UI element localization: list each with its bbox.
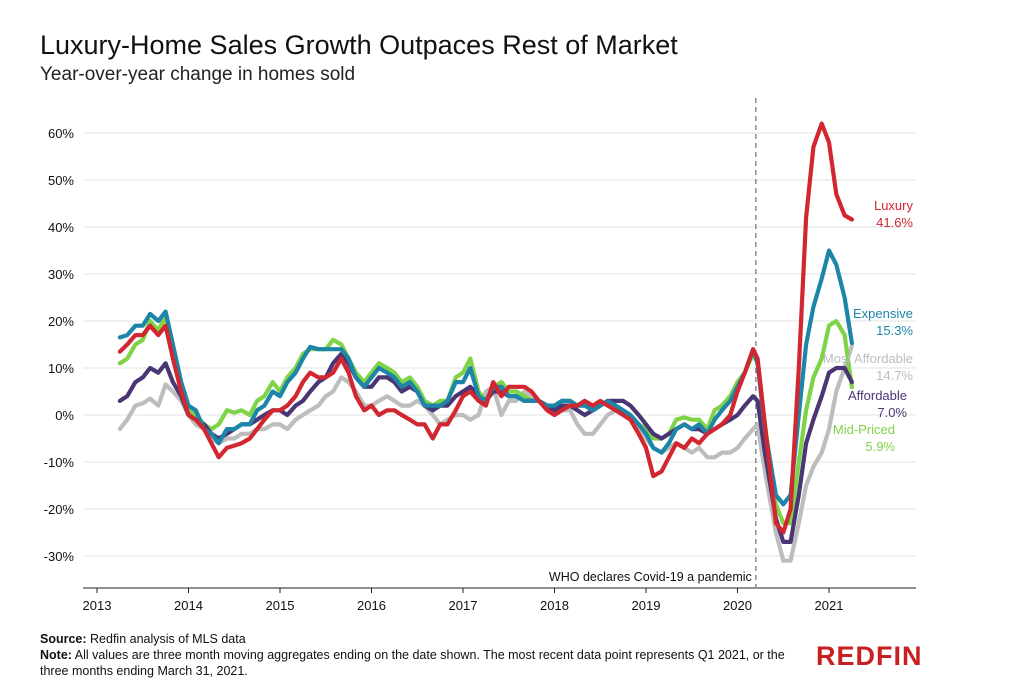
series-line-most-affordable (117, 343, 854, 563)
end-label-mid-priced: Mid-Priced (833, 422, 895, 437)
y-tick-label: 50% (48, 173, 74, 188)
y-tick-label: 40% (48, 220, 74, 235)
pandemic-annotation: WHO declares Covid-19 a pandemic (549, 98, 757, 588)
x-tick-label: 2015 (266, 598, 295, 613)
y-tick-label: -20% (44, 502, 75, 517)
end-label-affordable: Affordable (848, 388, 907, 403)
y-axis: 60% 50% 40% 30% 20% 10% 0% -10% -20% -30% (44, 126, 75, 564)
series-line-mid-priced (117, 314, 854, 526)
x-tick-label: 2013 (83, 598, 112, 613)
x-tick-label: 2014 (174, 598, 203, 613)
series-line-luxury (117, 121, 854, 535)
x-tick-label: 2020 (723, 598, 752, 613)
y-tick-label: 20% (48, 314, 74, 329)
redfin-logo: REDFIN (816, 641, 923, 671)
note-text: All values are three month moving aggreg… (40, 648, 785, 678)
end-labels: Most Affordable 14.7% Mid-Priced 5.9% Afford… (823, 198, 914, 454)
end-value-mid-priced: 5.9% (865, 439, 895, 454)
y-tick-label: 0% (55, 408, 74, 423)
y-tick-label: -30% (44, 549, 75, 564)
x-tick-label: 2021 (815, 598, 844, 613)
source-line: Source: Redfin analysis of MLS data (40, 631, 800, 647)
end-label-most-affordable: Most Affordable (823, 351, 913, 366)
x-tick-label: 2018 (540, 598, 569, 613)
chart-subtitle: Year-over-year change in homes sold (40, 64, 356, 85)
end-value-luxury: 41.6% (876, 215, 913, 230)
chart-footer: Source: Redfin analysis of MLS data Note… (40, 631, 800, 679)
end-value-expensive: 15.3% (876, 323, 913, 338)
x-tick-label: 2016 (357, 598, 386, 613)
note-line: Note: All values are three month moving … (40, 647, 800, 679)
source-text: Redfin analysis of MLS data (90, 632, 246, 646)
x-axis: 2013 2014 2015 2016 2017 2018 2019 2020 2021 (83, 587, 916, 613)
y-tick-label: -10% (44, 455, 75, 470)
chart-title: Luxury-Home Sales Growth Outpaces Rest o… (40, 30, 678, 60)
y-tick-label: 60% (48, 126, 74, 141)
end-label-luxury: Luxury (874, 198, 914, 213)
x-tick-label: 2019 (632, 598, 661, 613)
y-tick-label: 10% (48, 361, 74, 376)
source-label: Source: (40, 632, 87, 646)
x-tick-label: 2017 (449, 598, 478, 613)
y-tick-label: 30% (48, 267, 74, 282)
end-value-affordable: 7.0% (877, 405, 907, 420)
end-label-expensive: Expensive (853, 306, 913, 321)
end-value-most-affordable: 14.7% (876, 368, 913, 383)
note-label: Note: (40, 648, 72, 662)
pandemic-label: WHO declares Covid-19 a pandemic (549, 570, 752, 584)
series-lines (117, 121, 854, 563)
